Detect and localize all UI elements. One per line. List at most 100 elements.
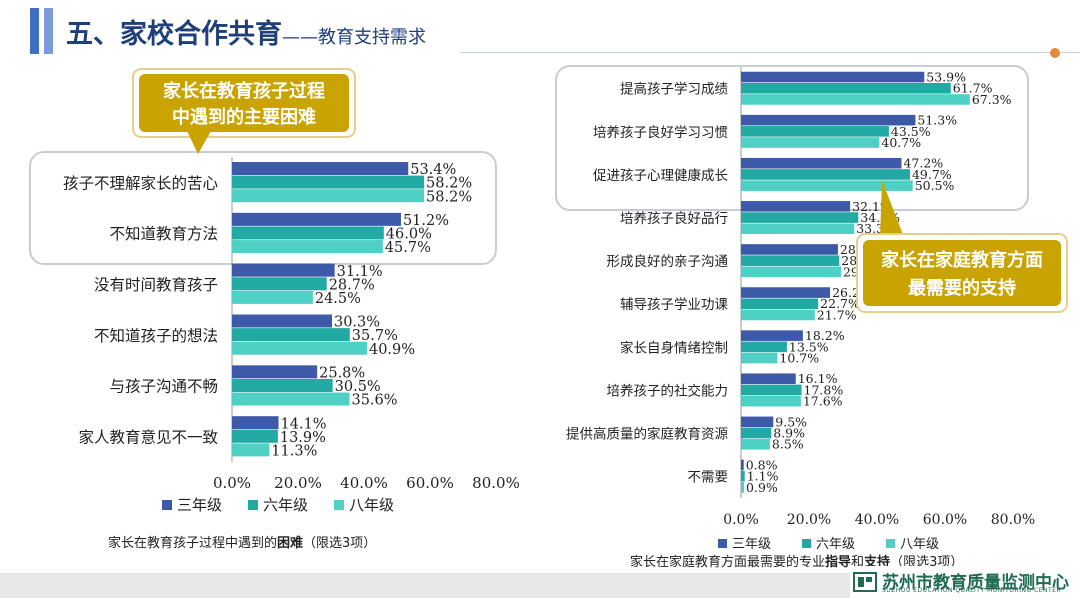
right-legend-swatch [802, 539, 811, 548]
right-value-label: 67.3% [972, 92, 1012, 107]
logo-text: 苏州市教育质量监测中心 [882, 573, 1069, 593]
left-bar [232, 226, 384, 240]
right-bar [741, 169, 910, 180]
right-bar [741, 384, 802, 396]
right-value-label: 0.9% [746, 480, 778, 495]
title-accent-bar [30, 8, 39, 54]
right-x-tick-label: 0.0% [723, 512, 759, 528]
right-value-label: 51.3% [917, 113, 957, 128]
left-caption-bold: 困难 [277, 535, 303, 551]
right-bar [741, 114, 916, 126]
right-value-label: 0.8% [746, 457, 778, 472]
left-caption-post: （限选3项） [303, 536, 376, 551]
footer-bar [0, 573, 850, 598]
left-bar [232, 365, 318, 379]
right-value-label: 49.7% [912, 167, 952, 182]
right-bar [741, 395, 801, 407]
title-accent-bar-light [44, 8, 53, 54]
right-bar [741, 137, 880, 148]
right-caption-pre: 家长在家庭教育方面最需要的专业 [630, 554, 825, 570]
left-bar [232, 212, 401, 226]
left-value-label: 51.2% [403, 213, 449, 229]
right-value-label: 16.1% [798, 371, 838, 386]
left-bar [232, 263, 335, 277]
right-value-label: 13.5% [789, 339, 829, 354]
left-chart: 0.0% 20.0% 40.0% 60.0% 80.0%孩子不理解家长的苦心53.4%5… [63, 157, 520, 514]
right-bar [741, 309, 815, 321]
right-callout-box [863, 240, 1061, 306]
right-value-label: 17.8% [804, 382, 844, 397]
right-callout: 家长在家庭教育方面 最需要的支持 [856, 180, 1068, 313]
right-category-label: 形成良好的亲子沟通 [607, 254, 729, 270]
right-x-tick-label: 20.0% [787, 512, 831, 528]
right-x-tick-label: 60.0% [923, 512, 967, 528]
right-bar [741, 438, 770, 450]
left-bar [232, 162, 409, 176]
right-value-label: 50.5% [915, 178, 955, 193]
left-bar [232, 314, 332, 328]
right-value-label: 18.2% [805, 328, 845, 343]
left-legend-label: 三年级 [177, 496, 222, 514]
left-bar [232, 416, 279, 430]
left-legend-swatch [334, 500, 344, 510]
right-bar [741, 82, 951, 94]
right-bar [741, 416, 774, 428]
left-category-label: 与孩子沟通不畅 [109, 378, 218, 396]
right-value-label: 9.5% [775, 414, 807, 429]
left-value-label: 13.9% [280, 430, 326, 446]
left-bar [232, 429, 278, 443]
left-bar [232, 189, 425, 203]
right-legend-label: 六年级 [816, 537, 855, 552]
page-subtitle: ——教育支持需求 [282, 27, 426, 48]
right-category-label: 不需要 [688, 470, 729, 486]
left-category-label: 不知道教育方法 [109, 225, 218, 243]
right-category-label: 提供高质量的家庭教育资源 [566, 425, 728, 442]
right-x-tick-label: 40.0% [855, 512, 899, 528]
right-bar [741, 71, 925, 83]
left-category-label: 家人教育意见不一致 [78, 427, 218, 446]
right-value-label: 53.9% [926, 69, 966, 84]
left-caption-pre: 家长在教育孩子过程中遇到的 [108, 535, 277, 551]
left-value-label: 25.8% [319, 365, 365, 381]
left-bar [232, 443, 270, 457]
right-legend-label: 八年级 [900, 537, 939, 552]
left-bar [232, 378, 333, 392]
left-x-tick-label: 20.0% [274, 474, 322, 492]
left-x-tick-label: 60.0% [406, 474, 454, 492]
right-value-label: 10.7% [779, 350, 819, 365]
left-legend-swatch [248, 500, 258, 510]
left-value-label: 58.2% [426, 176, 472, 192]
right-value-label: 43.5% [891, 124, 931, 139]
right-value-label: 47.2% [903, 156, 943, 171]
left-value-label: 45.7% [385, 240, 431, 256]
left-callout-box [139, 74, 349, 132]
left-category-label: 没有时间教育孩子 [94, 276, 218, 294]
footer-logo: 苏州市教育质量监测中心 SUZHOU EDUCATION QUALITY MON… [852, 566, 1080, 598]
left-x-tick-label: 80.0% [472, 474, 520, 492]
left-category-label: 孩子不理解家长的苦心 [63, 174, 218, 192]
left-callout-line1: 家长在教育孩子过程 [163, 80, 325, 102]
left-value-label: 28.7% [329, 277, 375, 293]
left-x-tick-label: 40.0% [340, 474, 388, 492]
left-legend-label: 八年级 [349, 496, 394, 514]
right-category-label: 辅导孩子学业功课 [620, 297, 728, 313]
page-title: 五、家校合作共育——教育支持需求 [66, 12, 426, 51]
right-value-label: 1.1% [747, 469, 779, 484]
right-bar [741, 94, 970, 105]
right-category-label: 培养孩子良好学习习惯 [593, 124, 728, 141]
right-value-label: 8.5% [772, 437, 804, 452]
right-bar [741, 126, 889, 137]
right-x-tick-label: 80.0% [991, 512, 1035, 528]
right-chart: 0.0% 20.0% 40.0% 60.0% 80.0% 提高孩子学习成绩 53.9%61.… [566, 67, 1035, 552]
right-callout-line1: 家长在家庭教育方面 [881, 249, 1043, 271]
right-bar [741, 352, 778, 364]
left-value-label: 30.5% [335, 379, 381, 395]
header-divider [460, 52, 1080, 53]
left-x-tick-label: 0.0% [213, 474, 251, 492]
left-legend-swatch [162, 500, 172, 510]
left-value-label: 24.5% [315, 291, 361, 307]
logo-icon [853, 572, 877, 592]
right-bar [741, 470, 745, 482]
right-bar [741, 223, 855, 235]
